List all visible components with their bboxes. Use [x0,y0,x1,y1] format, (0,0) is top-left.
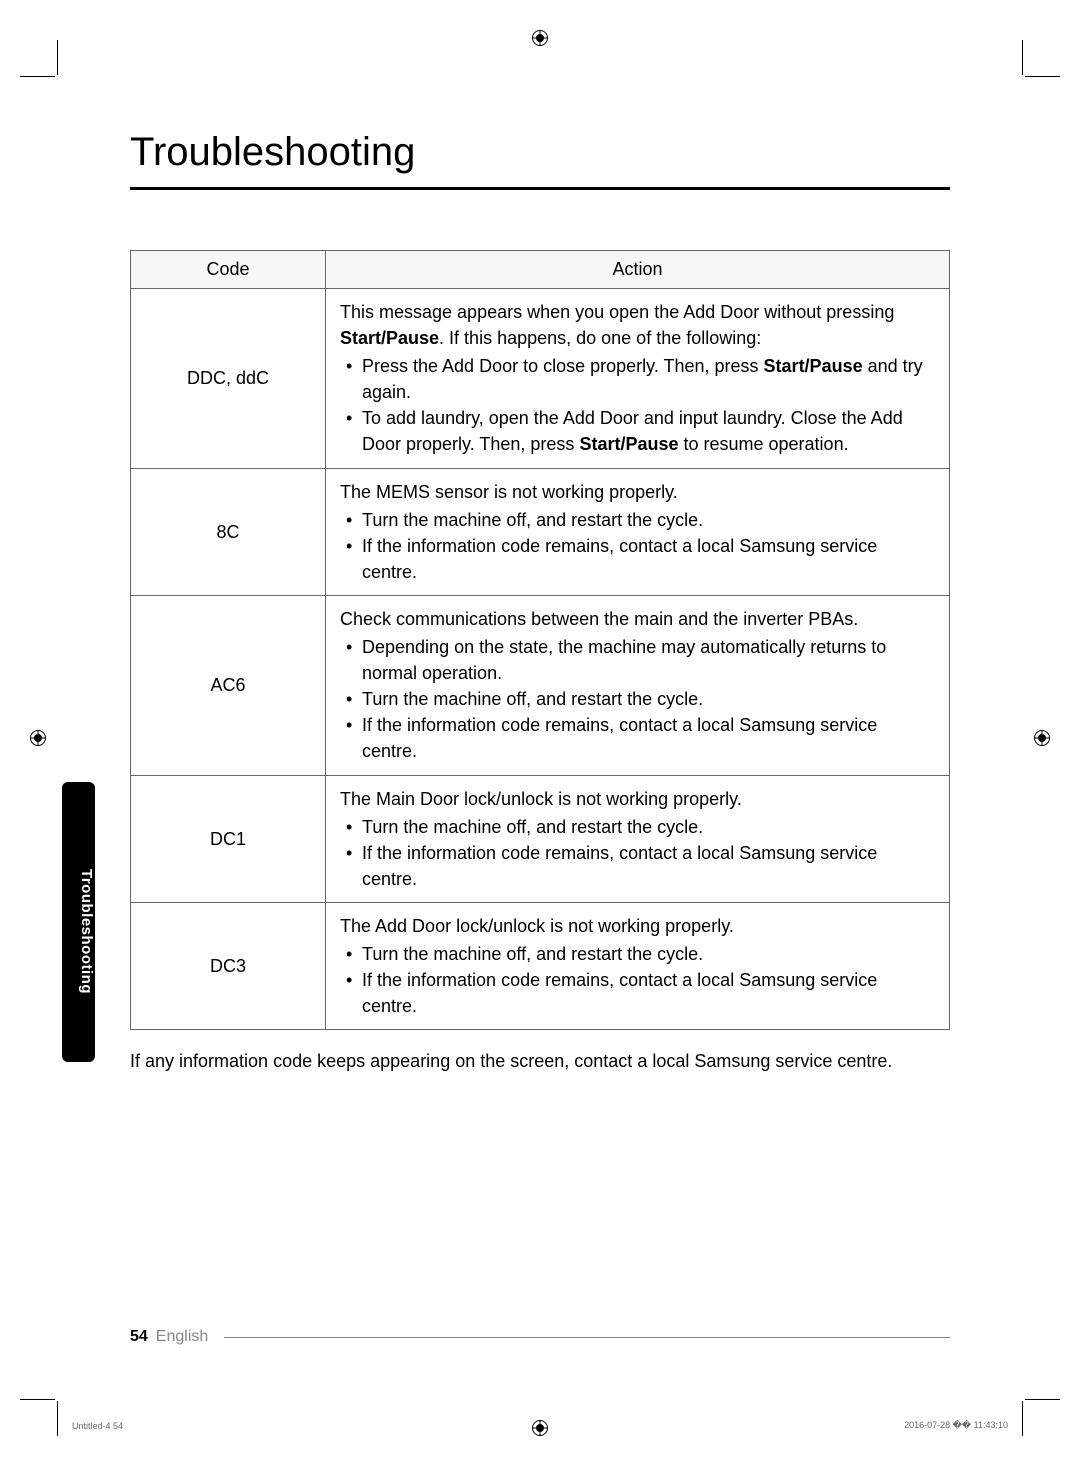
error-codes-table: Code Action DDC, ddC This message appear… [130,250,950,1030]
code-cell: DC3 [131,902,326,1029]
list-item: Turn the machine off, and restart the cy… [340,941,935,967]
footer: 54 English [130,1328,950,1346]
page-number: 54 [130,1328,148,1346]
list-item: Turn the machine off, and restart the cy… [340,507,935,533]
table-row: DC1 The Main Door lock/unlock is not wor… [131,775,950,902]
action-cell: The MEMS sensor is not working properly.… [326,468,950,595]
list-item: If the information code remains, contact… [340,840,935,892]
list-item: Press the Add Door to close properly. Th… [340,353,935,405]
print-meta-left: Untitled-4 54 [72,1421,123,1431]
print-meta-right: 2016-07-28 �� 11:43:10 [904,1420,1008,1431]
page-title: Troubleshooting [130,130,950,190]
table-row: AC6 Check communications between the mai… [131,595,950,775]
action-cell: The Add Door lock/unlock is not working … [326,902,950,1029]
table-row: DC3 The Add Door lock/unlock is not work… [131,902,950,1029]
header-code: Code [131,251,326,289]
code-cell: DDC, ddC [131,289,326,469]
footer-divider [224,1337,950,1338]
note-text: If any information code keeps appearing … [130,1048,950,1074]
table-row: 8C The MEMS sensor is not working proper… [131,468,950,595]
intro-text: This message appears when you open the A… [340,299,935,351]
table-row: DDC, ddC This message appears when you o… [131,289,950,469]
code-cell: AC6 [131,595,326,775]
list-item: If the information code remains, contact… [340,967,935,1019]
action-cell: This message appears when you open the A… [326,289,950,469]
list-item: If the information code remains, contact… [340,533,935,585]
list-item: Turn the machine off, and restart the cy… [340,686,935,712]
intro-text: The Main Door lock/unlock is not working… [340,786,935,812]
language-label: English [156,1328,208,1346]
list-item: To add laundry, open the Add Door and in… [340,405,935,457]
header-action: Action [326,251,950,289]
intro-text: Check communications between the main an… [340,606,935,632]
action-cell: Check communications between the main an… [326,595,950,775]
list-item: If the information code remains, contact… [340,712,935,764]
intro-text: The MEMS sensor is not working properly. [340,479,935,505]
code-cell: 8C [131,468,326,595]
action-cell: The Main Door lock/unlock is not working… [326,775,950,902]
list-item: Depending on the state, the machine may … [340,634,935,686]
list-item: Turn the machine off, and restart the cy… [340,814,935,840]
intro-text: The Add Door lock/unlock is not working … [340,913,935,939]
code-cell: DC1 [131,775,326,902]
table-header-row: Code Action [131,251,950,289]
